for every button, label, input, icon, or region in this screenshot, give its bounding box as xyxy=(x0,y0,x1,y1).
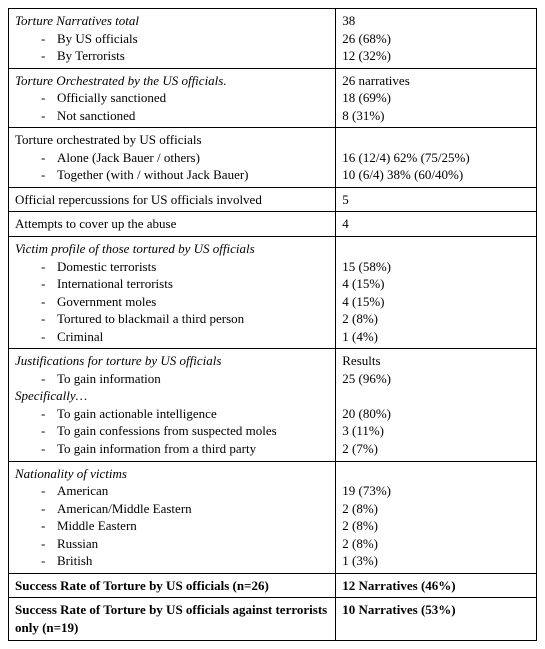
table-row: Torture orchestrated by US officialsAlon… xyxy=(9,128,537,188)
sub-item-label: Domestic terrorists xyxy=(15,258,329,276)
row-label: Nationality of victims xyxy=(15,465,329,483)
value-label xyxy=(342,387,530,405)
table-cell-left: Justifications for torture by US officia… xyxy=(9,349,336,461)
table-cell-right: Results25 (96%) 20 (80%)3 (11%)2 (7%) xyxy=(336,349,537,461)
row-label: Victim profile of those tortured by US o… xyxy=(15,240,329,258)
table-cell-right: 12 Narratives (46%) xyxy=(336,573,537,598)
table-cell-left: Success Rate of Torture by US officials … xyxy=(9,573,336,598)
table-cell-right: 16 (12/4) 62% (75/25%)10 (6/4) 38% (60/4… xyxy=(336,128,537,188)
value-label: 2 (7%) xyxy=(342,440,530,458)
value-label: 18 (69%) xyxy=(342,89,530,107)
sub-item-label: Not sanctioned xyxy=(15,107,329,125)
value-label xyxy=(342,240,530,258)
value-label: 1 (4%) xyxy=(342,328,530,346)
value-label: 2 (8%) xyxy=(342,310,530,328)
table-cell-right: 4 xyxy=(336,212,537,237)
data-table: Torture Narratives totalBy US officialsB… xyxy=(8,8,537,641)
value-label: 15 (58%) xyxy=(342,258,530,276)
sub-item-label: To gain actionable intelligence xyxy=(15,405,329,423)
value-label: 1 (3%) xyxy=(342,552,530,570)
row-label: Success Rate of Torture by US officials … xyxy=(15,577,329,595)
value-label: 4 xyxy=(342,215,530,233)
table-row: Official repercussions for US officials … xyxy=(9,187,537,212)
value-label: 3 (11%) xyxy=(342,422,530,440)
value-label: 26 narratives xyxy=(342,72,530,90)
table-cell-left: Torture orchestrated by US officialsAlon… xyxy=(9,128,336,188)
table-cell-right: 5 xyxy=(336,187,537,212)
table-cell-right: 3826 (68%)12 (32%) xyxy=(336,9,537,69)
sub-item-label: Russian xyxy=(15,535,329,553)
value-label: 8 (31%) xyxy=(342,107,530,125)
value-label: 26 (68%) xyxy=(342,30,530,48)
sub-item-label: By Terrorists xyxy=(15,47,329,65)
table-cell-left: Official repercussions for US officials … xyxy=(9,187,336,212)
table-row: Torture Narratives totalBy US officialsB… xyxy=(9,9,537,69)
table-body: Torture Narratives totalBy US officialsB… xyxy=(9,9,537,641)
value-label: 10 Narratives (53%) xyxy=(342,601,530,619)
row-label: Justifications for torture by US officia… xyxy=(15,352,329,370)
value-label: 2 (8%) xyxy=(342,517,530,535)
value-label: Results xyxy=(342,352,530,370)
table-cell-left: Attempts to cover up the abuse xyxy=(9,212,336,237)
value-label: 38 xyxy=(342,12,530,30)
value-label: 12 (32%) xyxy=(342,47,530,65)
sub-item-label: To gain information xyxy=(15,370,329,388)
table-cell-right: 15 (58%)4 (15%)4 (15%)2 (8%)1 (4%) xyxy=(336,237,537,349)
table-cell-left: Torture Orchestrated by the US officials… xyxy=(9,68,336,128)
sub-item-label: Middle Eastern xyxy=(15,517,329,535)
table-cell-right: 26 narratives18 (69%)8 (31%) xyxy=(336,68,537,128)
row-label: Specifically… xyxy=(15,387,329,405)
value-label xyxy=(342,465,530,483)
table-row: Attempts to cover up the abuse 4 xyxy=(9,212,537,237)
row-label: Torture orchestrated by US officials xyxy=(15,131,329,149)
value-label: 4 (15%) xyxy=(342,275,530,293)
table-cell-left: Success Rate of Torture by US officials … xyxy=(9,598,336,640)
sub-item-label: To gain information from a third party xyxy=(15,440,329,458)
sub-item-label: Officially sanctioned xyxy=(15,89,329,107)
sub-item-label: International terrorists xyxy=(15,275,329,293)
table-row: Victim profile of those tortured by US o… xyxy=(9,237,537,349)
table-cell-right: 19 (73%)2 (8%)2 (8%)2 (8%)1 (3%) xyxy=(336,461,537,573)
value-label: 2 (8%) xyxy=(342,535,530,553)
table-cell-left: Victim profile of those tortured by US o… xyxy=(9,237,336,349)
sub-item-label: British xyxy=(15,552,329,570)
table-row: Nationality of victimsAmericanAmerican/M… xyxy=(9,461,537,573)
row-label: Attempts to cover up the abuse xyxy=(15,215,329,233)
value-label: 10 (6/4) 38% (60/40%) xyxy=(342,166,530,184)
sub-item-label: To gain confessions from suspected moles xyxy=(15,422,329,440)
sub-item-label: American xyxy=(15,482,329,500)
value-label xyxy=(342,131,530,149)
sub-item-label: Government moles xyxy=(15,293,329,311)
table-cell-left: Nationality of victimsAmericanAmerican/M… xyxy=(9,461,336,573)
value-label: 5 xyxy=(342,191,530,209)
sub-item-label: Alone (Jack Bauer / others) xyxy=(15,149,329,167)
sub-item-label: Together (with / without Jack Bauer) xyxy=(15,166,329,184)
row-label: Official repercussions for US officials … xyxy=(15,191,329,209)
table-cell-left: Torture Narratives totalBy US officialsB… xyxy=(9,9,336,69)
table-row: Torture Orchestrated by the US officials… xyxy=(9,68,537,128)
value-label: 20 (80%) xyxy=(342,405,530,423)
table-row: Success Rate of Torture by US officials … xyxy=(9,573,537,598)
sub-item-label: American/Middle Eastern xyxy=(15,500,329,518)
table-row: Success Rate of Torture by US officials … xyxy=(9,598,537,640)
row-label: Success Rate of Torture by US officials … xyxy=(15,601,329,636)
value-label: 4 (15%) xyxy=(342,293,530,311)
sub-item-label: Criminal xyxy=(15,328,329,346)
table-cell-right: 10 Narratives (53%) xyxy=(336,598,537,640)
value-label: 2 (8%) xyxy=(342,500,530,518)
table-row: Justifications for torture by US officia… xyxy=(9,349,537,461)
sub-item-label: Tortured to blackmail a third person xyxy=(15,310,329,328)
value-label: 19 (73%) xyxy=(342,482,530,500)
row-label: Torture Orchestrated by the US officials… xyxy=(15,72,329,90)
value-label: 12 Narratives (46%) xyxy=(342,577,530,595)
value-label: 16 (12/4) 62% (75/25%) xyxy=(342,149,530,167)
row-label: Torture Narratives total xyxy=(15,12,329,30)
value-label: 25 (96%) xyxy=(342,370,530,388)
sub-item-label: By US officials xyxy=(15,30,329,48)
